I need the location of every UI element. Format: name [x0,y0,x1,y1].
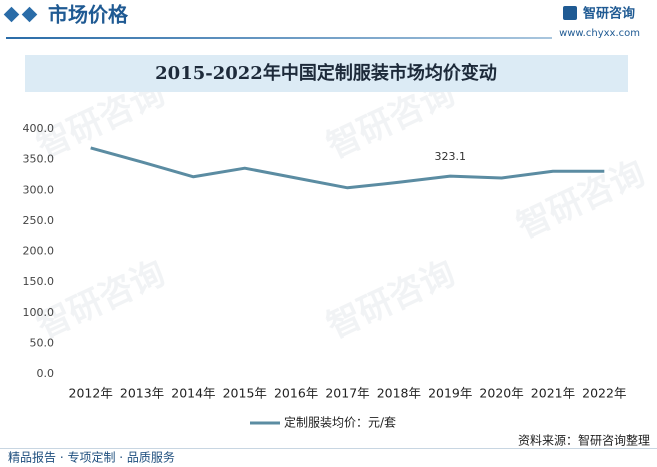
title-box [25,55,628,92]
line-series [90,146,605,190]
x-tick-label: 2018年 [377,386,421,401]
y-tick-label: 50.0 [30,336,55,349]
x-tick-label: 2022年 [582,386,626,401]
y-tick-label: 250.0 [23,214,55,227]
x-tick-label: 2016年 [274,386,318,401]
legend-label: 定制服装均价：元/套 [284,415,396,430]
header-icon [3,6,20,23]
watermarks: 智研咨询 智研咨询 智研咨询 智研咨询 智研咨询 [31,73,651,347]
x-tick-label: 2021年 [531,386,575,401]
plot: 0.0 50.0 100.0 150.0 200.0 250.0 300.0 350.0 400… [23,122,627,430]
y-tick-label: 300.0 [23,183,55,196]
chart-title: 2015-2022年中国定制服装市场均价变动 [155,62,497,84]
x-tick-label: 2014年 [171,386,215,401]
y-tick-label: 400.0 [23,122,55,135]
x-tick-label: 2020年 [479,386,523,401]
logo-icon [563,6,577,20]
x-tick-label: 2019年 [428,386,472,401]
header-icon [21,6,38,23]
y-tick-label: 200.0 [23,245,55,258]
x-tick-label: 2017年 [325,386,369,401]
header-rule [6,37,552,39]
data-label: 323.1 [434,150,466,163]
footer-slogan: 精品报告 · 专项定制 · 品质服务 [8,450,175,465]
url: www.chyxx.com [559,28,640,39]
header-title: 市场价格 [48,3,129,27]
watermark: 智研咨询 [321,253,461,347]
y-tick-label: 150.0 [23,275,55,288]
x-tick-label: 2013年 [120,386,164,401]
y-tick-label: 100.0 [23,306,55,319]
x-tick-label: 2012年 [69,386,113,401]
logo: 智研咨询 [583,6,635,22]
watermark: 智研咨询 [511,153,651,247]
x-tick-label: 2015年 [223,386,267,401]
y-tick-label: 0.0 [37,367,55,380]
source: 资料来源：智研咨询整理 [518,433,650,448]
watermark: 智研咨询 [31,253,171,347]
footer-rule [0,448,657,449]
y-tick-label: 350.0 [23,153,55,166]
